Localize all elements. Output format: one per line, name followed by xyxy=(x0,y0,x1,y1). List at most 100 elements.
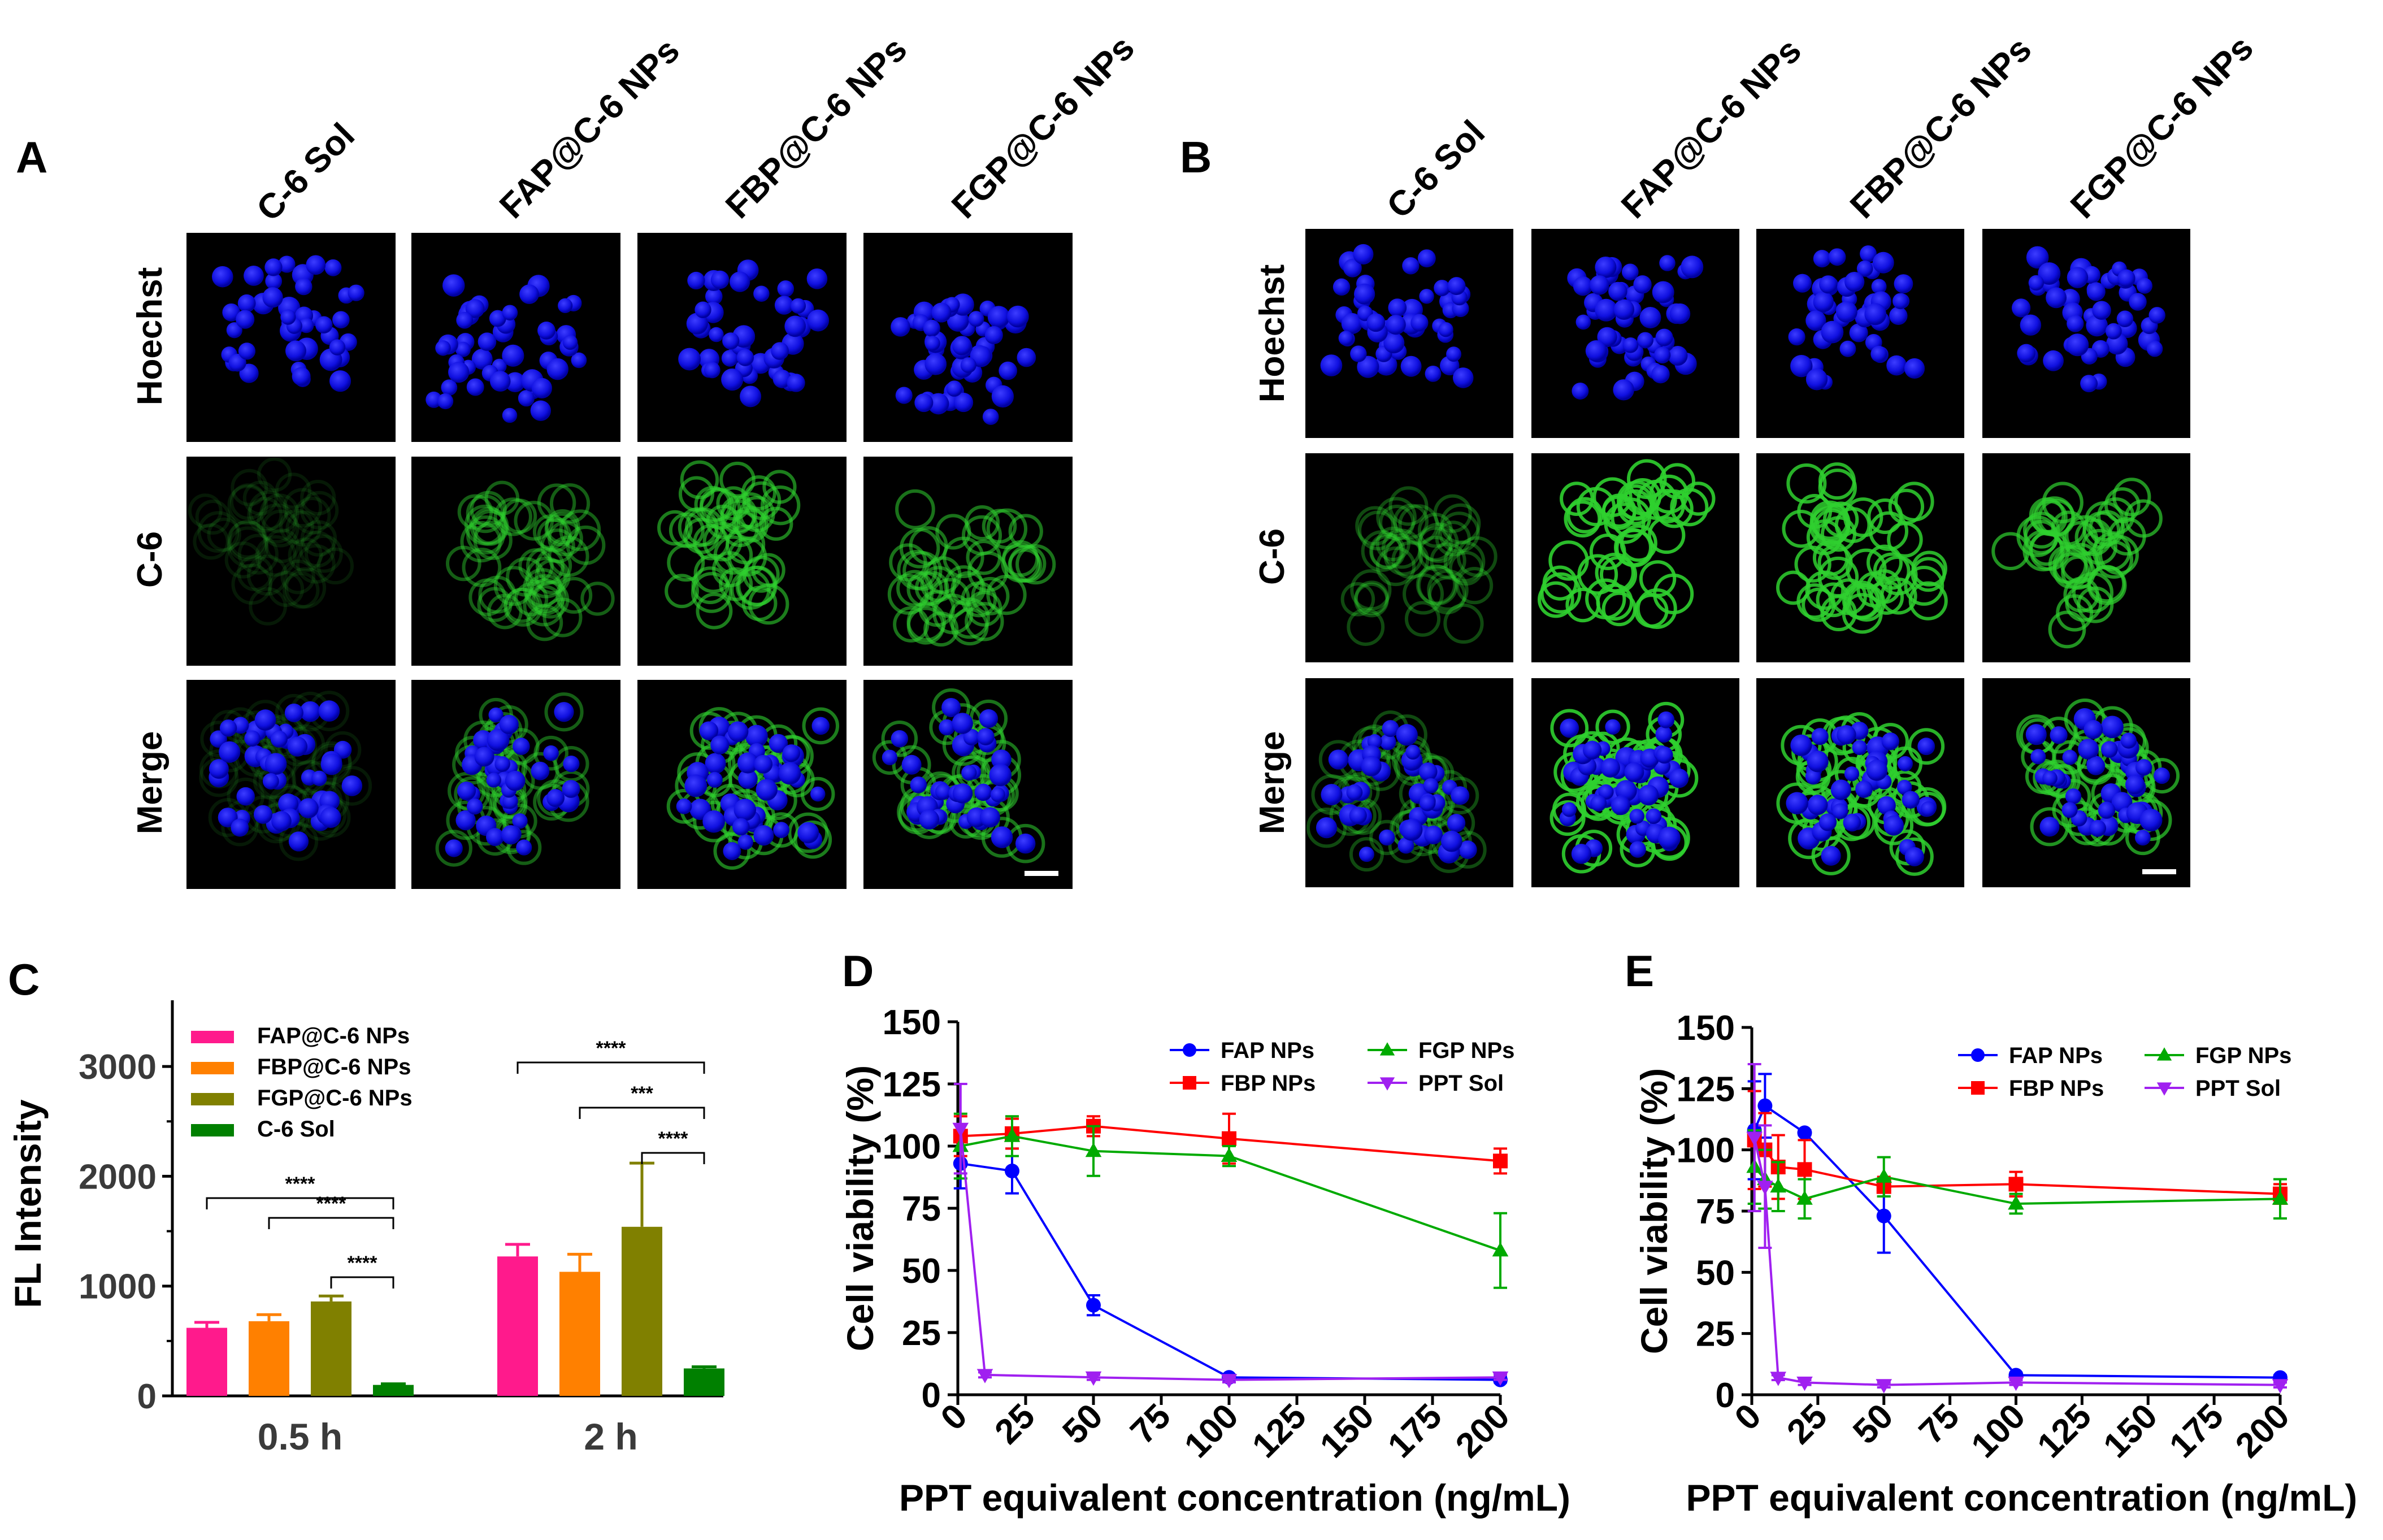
nucleus xyxy=(1575,314,1591,330)
x-tick-label: 125 xyxy=(1245,1396,1314,1465)
x-tick-label: 100 xyxy=(1964,1396,2033,1465)
nucleus xyxy=(239,363,259,383)
nucleus xyxy=(2089,819,2107,837)
nucleus xyxy=(963,728,980,746)
cytoplasm-stain xyxy=(1404,601,1441,637)
cytoplasm-stain xyxy=(966,591,1002,627)
nucleus xyxy=(1877,796,1896,815)
cytoplasm-stain xyxy=(231,563,272,605)
micrograph-tile xyxy=(186,680,396,889)
cytoplasm-stain xyxy=(472,509,508,545)
nucleus xyxy=(807,309,830,332)
cytoplasm-stain xyxy=(1614,528,1652,567)
nucleus xyxy=(1350,345,1367,362)
cytoplasm-stain xyxy=(532,514,568,550)
nucleus xyxy=(721,350,739,367)
nucleus xyxy=(738,769,758,789)
nucleus xyxy=(1561,802,1577,817)
nucleus xyxy=(1418,762,1438,781)
nucleus xyxy=(2065,788,2082,805)
data-point xyxy=(1796,1376,1813,1391)
nucleus xyxy=(1871,279,1887,294)
column-label-fap: FAP@C-6 NPs xyxy=(1614,31,1809,226)
nucleus xyxy=(486,773,501,788)
cell-cluster xyxy=(1567,255,1704,401)
panel-letter-d: D xyxy=(842,946,874,996)
cytoplasm-stain xyxy=(696,592,733,630)
nucleus xyxy=(1583,740,1602,760)
cell-cluster xyxy=(199,691,372,861)
nucleus xyxy=(2120,732,2137,749)
micrograph-tile xyxy=(1756,229,1964,438)
cytoplasm-stain xyxy=(2144,758,2180,794)
nucleus xyxy=(1629,809,1644,824)
y-tick-label: 50 xyxy=(902,1252,941,1291)
cytoplasm-stain xyxy=(895,489,935,530)
micrograph-background xyxy=(411,457,620,666)
cytoplasm-stain xyxy=(719,461,756,498)
column-label-c6-sol: C-6 Sol xyxy=(1379,113,1492,226)
scale-bar xyxy=(1025,871,1058,876)
cytoplasm-stain xyxy=(1369,819,1405,856)
micrograph-tile xyxy=(1305,678,1513,887)
cytoplasm-stain xyxy=(1381,528,1422,569)
nucleus xyxy=(502,344,524,367)
nucleus xyxy=(953,392,974,413)
cytoplasm-stain xyxy=(523,568,562,608)
column-label-fbp: FBP@C-6 NPs xyxy=(718,30,914,226)
nucleus xyxy=(1585,340,1607,362)
data-point xyxy=(1770,1178,1787,1193)
cytoplasm-stain xyxy=(1889,829,1925,866)
cytoplasm-stain xyxy=(324,731,362,769)
significance-bracket xyxy=(206,1197,394,1209)
nucleus xyxy=(320,807,341,828)
nucleus xyxy=(1892,293,1909,310)
nucleus xyxy=(935,783,952,800)
row-label-merge: Merge xyxy=(1253,731,1292,835)
micrograph-background xyxy=(1305,453,1513,662)
nucleus xyxy=(784,315,806,337)
nucleus xyxy=(946,380,963,397)
cytoplasm-stain xyxy=(257,457,292,492)
x-tick-label: 200 xyxy=(2228,1396,2297,1465)
cytoplasm-stain xyxy=(678,476,715,512)
cytoplasm-stain xyxy=(435,830,472,867)
legend-label: FBP NPs xyxy=(1221,1071,1316,1096)
x-tick-label: 75 xyxy=(1912,1396,1967,1452)
cytoplasm-stain xyxy=(503,587,543,627)
nucleus xyxy=(1655,328,1673,346)
cytoplasm-stain xyxy=(1358,510,1398,550)
cytoplasm-stain xyxy=(669,512,705,548)
nucleus xyxy=(941,697,961,717)
nucleus xyxy=(448,362,470,383)
y-tick-label: 150 xyxy=(1677,1009,1735,1048)
legend-marker xyxy=(1971,1048,1985,1062)
nucleus xyxy=(910,776,927,793)
cytoplasm-stain xyxy=(493,566,534,606)
nucleus xyxy=(727,721,749,742)
cytoplasm-stain xyxy=(285,510,322,547)
micrograph-tile xyxy=(186,233,396,442)
nucleus xyxy=(1832,803,1848,819)
nucleus xyxy=(914,393,934,413)
cytoplasm-stain xyxy=(255,535,297,577)
cell-cluster xyxy=(1776,462,1948,634)
nucleus xyxy=(977,728,995,745)
panel-letter-e: E xyxy=(1625,946,1654,996)
cytoplasm-stain xyxy=(2081,528,2117,565)
nucleus xyxy=(1639,307,1661,328)
nucleus xyxy=(1459,840,1477,859)
legend-marker xyxy=(1971,1081,1985,1095)
cytoplasm-stain xyxy=(247,497,283,533)
cytoplasm-stain xyxy=(473,520,513,560)
nucleus xyxy=(1595,298,1618,322)
bar xyxy=(311,1301,351,1396)
nucleus xyxy=(678,348,701,371)
nucleus xyxy=(891,317,910,337)
nucleus xyxy=(753,825,774,846)
cytoplasm-stain xyxy=(1596,583,1634,621)
data-point xyxy=(1005,1164,1019,1178)
nucleus xyxy=(298,798,319,818)
nucleus xyxy=(974,783,992,801)
